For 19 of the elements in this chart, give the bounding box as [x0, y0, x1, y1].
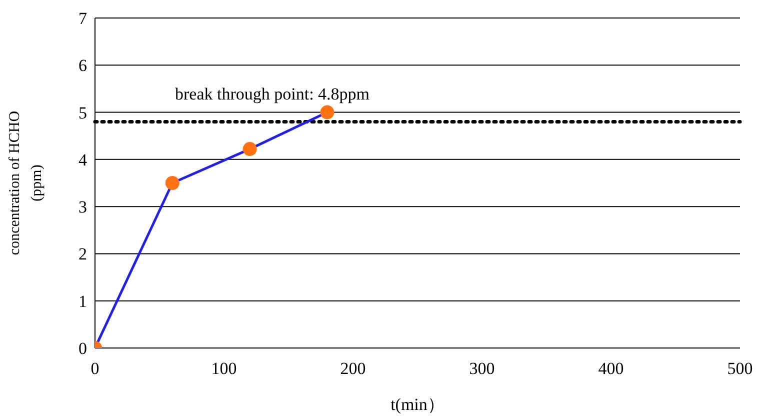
x-tick-label: 400 — [598, 359, 624, 378]
x-tick-label: 500 — [727, 359, 753, 378]
y-tick-label: 6 — [78, 56, 87, 76]
point — [320, 105, 334, 120]
x-tick-label: 200 — [340, 359, 366, 378]
y-tick-label: 2 — [78, 244, 87, 264]
y-tick-label: 4 — [78, 150, 88, 170]
y-tick-label: 0 — [78, 339, 87, 358]
point — [242, 142, 257, 156]
y-axis-title: concentration of HCHO (ppm) — [7, 110, 45, 256]
x-tick-label: 100 — [211, 359, 237, 378]
ref-line-label: break through point: 4.8ppm — [175, 84, 370, 104]
y-tick-label: 1 — [78, 292, 87, 311]
y-tick-label: 5 — [78, 103, 87, 122]
x-axis-title: t(min） — [390, 395, 444, 414]
y-tick-label: 3 — [78, 198, 87, 217]
y-tick-label: 7 — [78, 9, 88, 28]
x-tick-label: 0 — [90, 359, 100, 378]
x-tick-label: 300 — [469, 359, 495, 378]
